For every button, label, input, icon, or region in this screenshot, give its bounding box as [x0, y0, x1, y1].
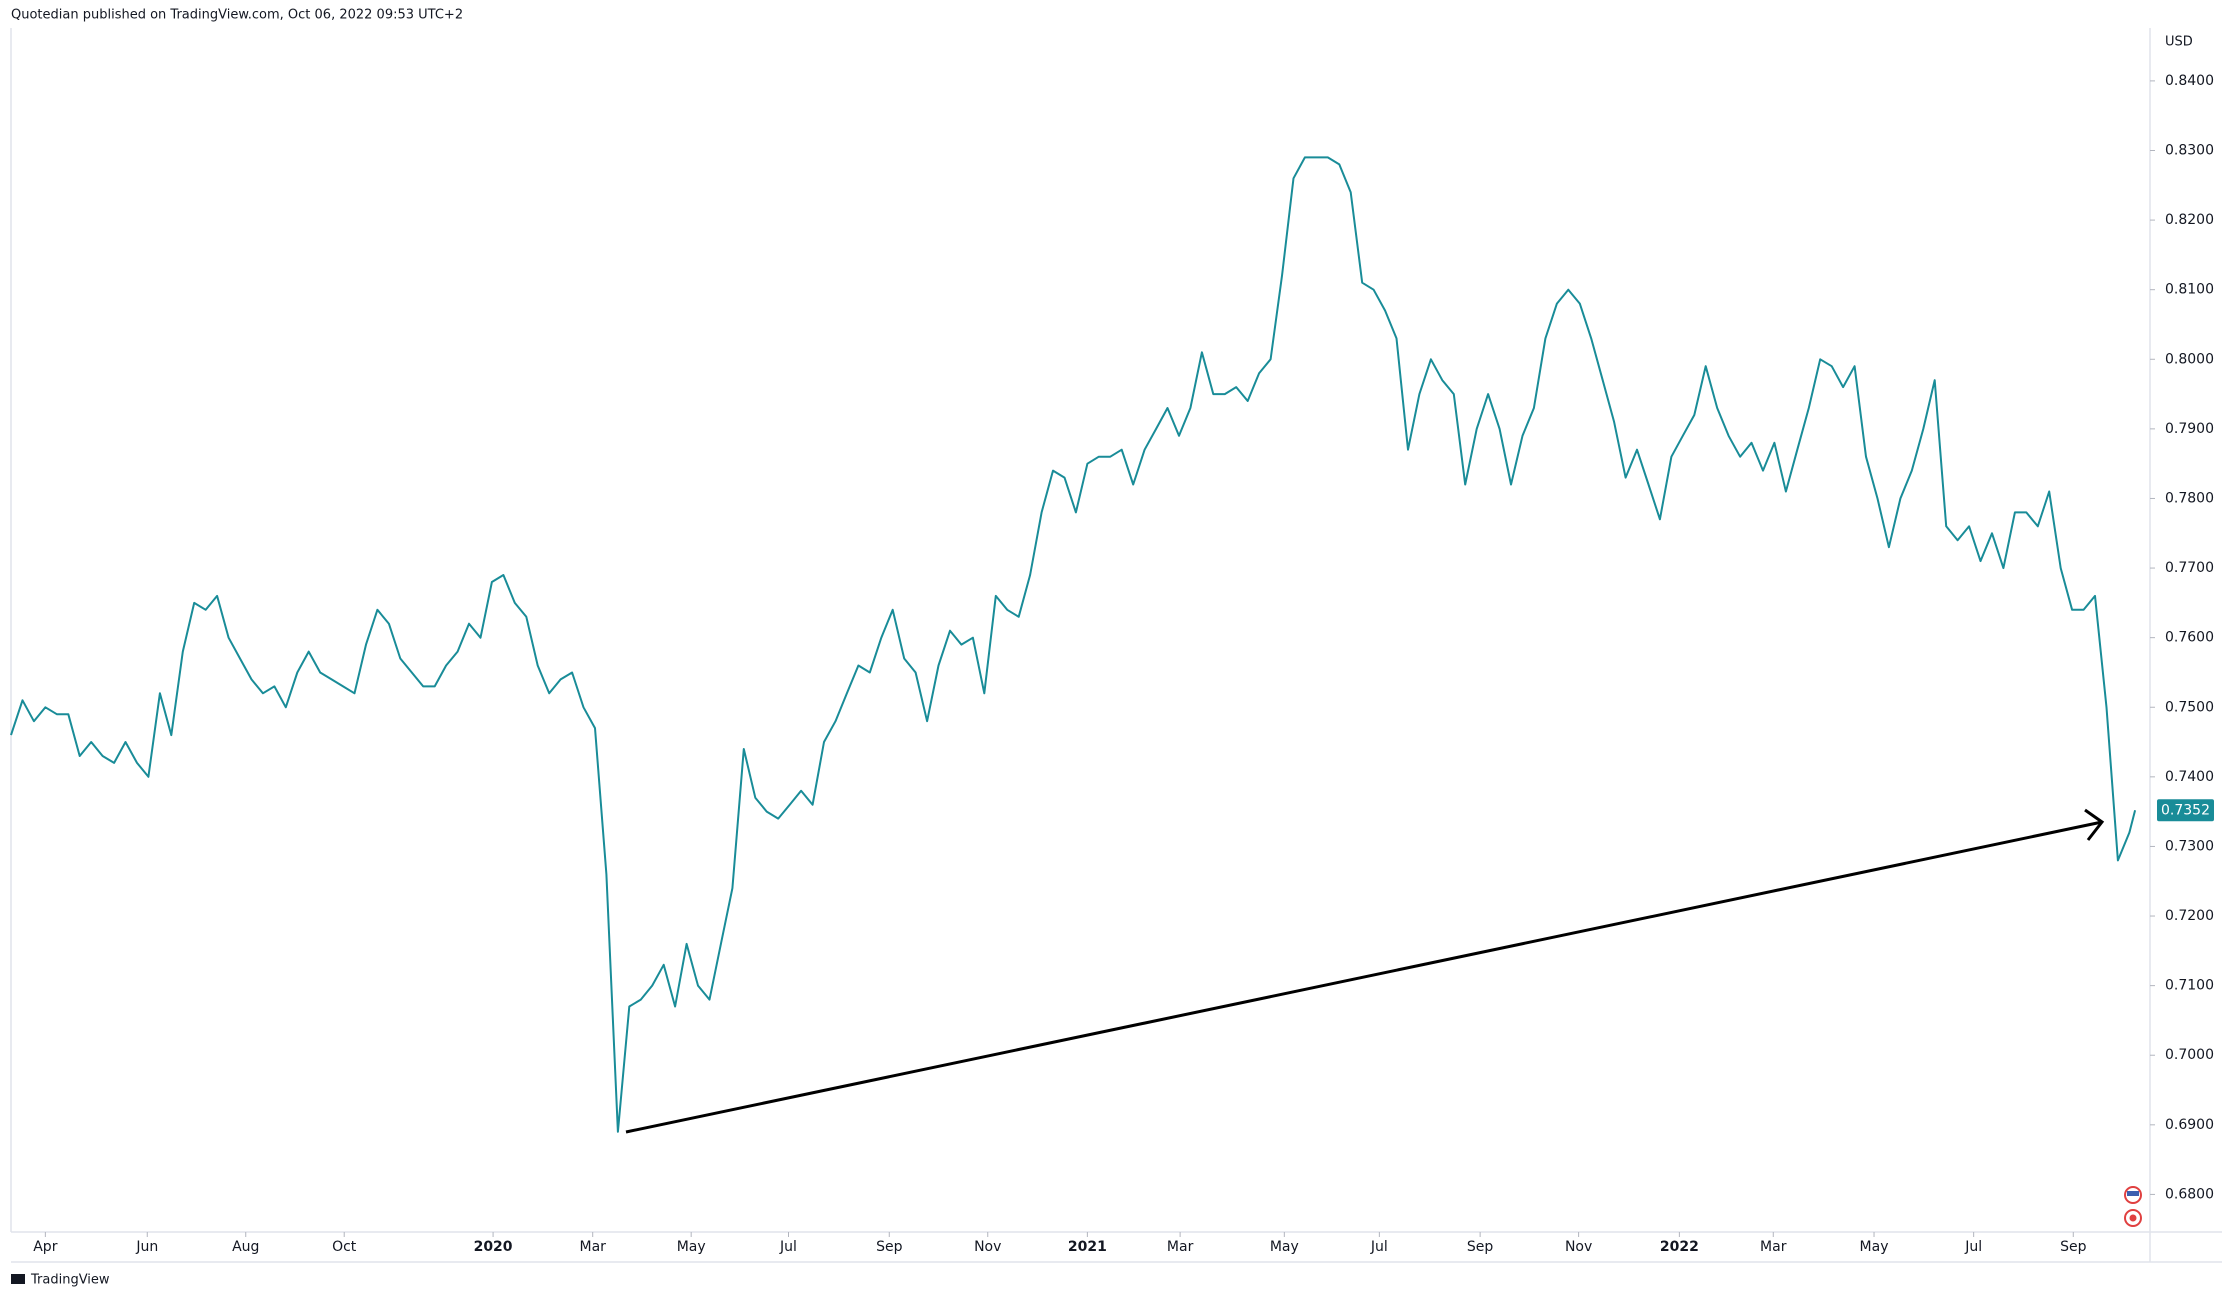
x-tick-label: May [1270, 1239, 1299, 1255]
y-tick-label: 0.7300 [2165, 838, 2214, 854]
x-tick-label: Jul [1964, 1239, 1982, 1255]
arrow-head [2084, 808, 2105, 841]
logo: TradingView [11, 1273, 110, 1288]
y-tick-label: 0.7000 [2165, 1047, 2214, 1063]
x-tick-label: 2021 [1068, 1239, 1107, 1255]
currency-flags [2124, 1186, 2142, 1227]
y-tick-label: 0.8300 [2165, 142, 2214, 158]
x-tick-label: 2020 [474, 1239, 513, 1255]
flag-cad-leaf [2129, 1214, 2137, 1222]
x-tick-label: Nov [974, 1239, 1001, 1255]
x-tick-label: Sep [2060, 1239, 2087, 1255]
trend-arrow [625, 808, 2105, 1134]
y-tick-label: 0.7900 [2165, 421, 2214, 437]
x-tick-label: Sep [876, 1239, 903, 1255]
y-tick-label: 0.8200 [2165, 212, 2214, 228]
logo-mark [11, 1274, 25, 1284]
x-tick-label: Mar [1167, 1239, 1194, 1255]
x-tick-label: Mar [1760, 1239, 1787, 1255]
x-tick-label: May [1860, 1239, 1889, 1255]
y-tick-label: 0.6800 [2165, 1186, 2214, 1202]
x-tick-label: Jul [1370, 1239, 1388, 1255]
y-tick-label: 0.7100 [2165, 978, 2214, 994]
y-tick-label: 0.8000 [2165, 351, 2214, 367]
x-tick-label: Jul [779, 1239, 797, 1255]
flag-usd-stripe [2127, 1191, 2139, 1196]
footer: TradingView [30, 1273, 110, 1288]
x-tick-label: Mar [579, 1239, 606, 1255]
y-tick-label: 0.6900 [2165, 1117, 2214, 1133]
y-tick-label: 0.7400 [2165, 769, 2214, 785]
x-tick-label: Nov [1565, 1239, 1592, 1255]
y-tick-label: 0.7700 [2165, 560, 2214, 576]
last-price-box [2157, 799, 2214, 822]
x-tick-label: Sep [1467, 1239, 1494, 1255]
y-tick-label: 0.8400 [2165, 73, 2214, 89]
y-unit: USD [2165, 35, 2193, 50]
x-tick-label: Aug [232, 1239, 259, 1255]
x-tick-label: May [677, 1239, 706, 1255]
header: Quotedian published on TradingView.com, … [11, 8, 463, 23]
x-tick-label: Apr [33, 1239, 57, 1255]
x-tick-label: Jun [135, 1239, 158, 1255]
y-tick-label: 0.7600 [2165, 630, 2214, 646]
price-line [10, 156, 2137, 1133]
y-tick-label: 0.7200 [2165, 908, 2214, 924]
arrow-shaft [625, 820, 2103, 1134]
last-price-label: 0.7352 [2161, 802, 2210, 818]
y-tick-label: 0.7800 [2165, 490, 2214, 506]
y-tick-label: 0.7500 [2165, 699, 2214, 715]
y-tick-label: 0.8100 [2165, 282, 2214, 298]
x-tick-label: Oct [332, 1239, 357, 1255]
x-tick-label: 2022 [1660, 1239, 1699, 1255]
